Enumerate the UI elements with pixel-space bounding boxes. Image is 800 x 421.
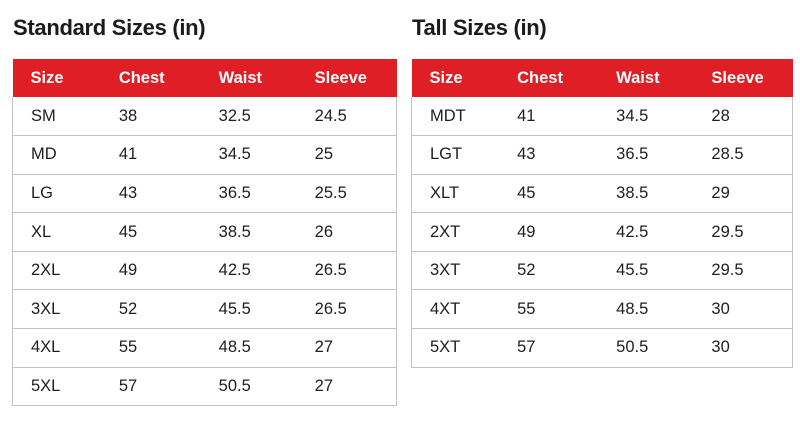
cell-size: MDT [411,97,500,137]
header-row: Size Chest Waist Sleeve [411,59,793,97]
cell-chest: 52 [100,289,201,330]
table-row: 5XT 57 50.5 30 [411,328,794,368]
cell-chest: 55 [499,289,599,330]
cell-waist: 34.5 [200,135,297,175]
table-row: 2XL 49 42.5 26.5 [11,251,397,291]
cell-size: XLT [411,174,500,214]
cell-sleeve: 29.5 [693,212,794,252]
cell-chest: 43 [100,174,201,214]
cell-size: 4XT [411,289,500,330]
size-charts-page: Standard Sizes (in) Size Chest Waist Sle… [11,12,794,407]
cell-sleeve: 24.5 [296,97,397,137]
cell-chest: 38 [100,97,201,137]
cell-waist: 32.5 [200,97,297,137]
cell-waist: 36.5 [598,135,694,175]
cell-chest: 57 [100,367,201,407]
table-row: XLT 45 38.5 29 [411,174,794,214]
cell-chest: 49 [499,212,599,252]
table-row: SM 38 32.5 24.5 [11,97,397,137]
cell-size: MD [11,135,101,175]
column-header-sleeve: Sleeve [296,59,397,97]
cell-waist: 36.5 [200,174,297,214]
cell-waist: 45.5 [200,289,297,330]
cell-sleeve: 27 [296,367,397,407]
standard-sizes-title: Standard Sizes (in) [13,15,206,40]
cell-chest: 55 [100,328,201,368]
table-row: MD 41 34.5 25 [11,135,397,175]
column-header-chest: Chest [499,59,599,97]
cell-size: 2XL [11,251,101,291]
cell-sleeve: 25.5 [296,174,397,214]
table-row: 3XL 52 45.5 26.5 [11,289,397,330]
cell-waist: 38.5 [598,174,694,214]
cell-size: SM [11,97,101,137]
size-table-tall: Size Chest Waist Sleeve MDT 41 34.5 28 L… [411,59,794,368]
table-row: 2XT 49 42.5 29.5 [411,212,794,252]
cell-chest: 45 [100,212,201,252]
column-header-size: Size [411,59,500,97]
cell-sleeve: 26 [296,212,397,252]
cell-sleeve: 28 [693,97,794,137]
cell-waist: 50.5 [598,328,694,368]
table-row: 5XL 57 50.5 27 [11,367,397,407]
cell-chest: 45 [499,174,599,214]
table-row: XL 45 38.5 26 [11,212,397,252]
column-header-waist: Waist [200,59,297,97]
header-row: Size Chest Waist Sleeve [12,59,397,97]
table-row: MDT 41 34.5 28 [411,97,794,137]
cell-waist: 42.5 [598,212,694,252]
cell-size: XL [11,212,101,252]
cell-waist: 34.5 [598,97,694,137]
tall-sizes-title: Tall Sizes (in) [412,15,547,40]
cell-sleeve: 26.5 [296,251,397,291]
column-header-size: Size [12,59,101,97]
cell-size: 4XL [11,328,101,368]
cell-sleeve: 29 [693,174,794,214]
tall-sizes-section: Tall Sizes (in) Size Chest Waist Sleeve … [411,12,794,368]
cell-waist: 50.5 [200,367,297,407]
cell-sleeve: 29.5 [693,251,794,291]
standard-sizes-section: Standard Sizes (in) Size Chest Waist Sle… [11,12,397,407]
cell-sleeve: 28.5 [693,135,794,175]
cell-size: LGT [411,135,500,175]
cell-waist: 45.5 [598,251,694,291]
cell-size: LG [11,174,101,214]
cell-waist: 38.5 [200,212,297,252]
cell-size: 2XT [411,212,500,252]
cell-size: 5XT [411,328,500,368]
cell-sleeve: 26.5 [296,289,397,330]
column-header-chest: Chest [100,59,201,97]
cell-chest: 57 [499,328,599,368]
column-header-sleeve: Sleeve [693,59,793,97]
cell-chest: 41 [100,135,201,175]
cell-sleeve: 30 [693,289,794,330]
table-row: 3XT 52 45.5 29.5 [411,251,794,291]
cell-waist: 48.5 [598,289,694,330]
table-row: LGT 43 36.5 28.5 [411,135,794,175]
cell-waist: 48.5 [200,328,297,368]
cell-chest: 41 [499,97,599,137]
cell-chest: 49 [100,251,201,291]
cell-sleeve: 30 [693,328,794,368]
column-header-waist: Waist [598,59,694,97]
cell-size: 5XL [11,367,101,407]
cell-chest: 52 [499,251,599,291]
table-row: LG 43 36.5 25.5 [11,174,397,214]
cell-waist: 42.5 [200,251,297,291]
size-table-standard: Size Chest Waist Sleeve SM 38 32.5 24.5 … [11,59,397,407]
table-row: 4XT 55 48.5 30 [411,289,794,330]
cell-sleeve: 25 [296,135,397,175]
cell-size: 3XT [411,251,500,291]
table-row: 4XL 55 48.5 27 [11,328,397,368]
cell-size: 3XL [11,289,101,330]
cell-sleeve: 27 [296,328,397,368]
cell-chest: 43 [499,135,599,175]
